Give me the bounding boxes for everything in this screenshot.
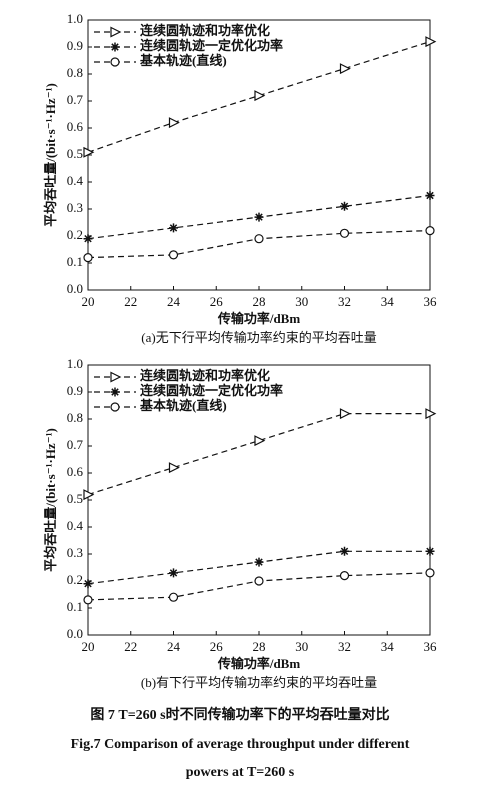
y-tick-label: 0.2 [67,572,83,587]
marker-circle [425,568,435,578]
marker-star [110,387,120,397]
x-tick-label: 32 [338,639,351,654]
x-tick-label: 28 [253,639,266,654]
legend-label: 连续圆轨迹和功率优化 [140,23,270,38]
legend-label: 连续圆轨迹一定优化功率 [140,38,283,53]
x-axis-label: 传输功率/dBm [217,311,301,326]
marker-triangle [168,117,180,129]
marker-star [169,223,178,233]
marker-triangle [339,63,351,75]
x-tick-label: 22 [124,294,137,309]
figure-caption-cn: 图 7 T=260 s时不同传输功率下的平均吞吐量对比 [90,706,389,723]
x-tick-label: 20 [82,294,95,309]
marker-circle [110,57,120,67]
legend-label: 基本轨迹(直线) [139,398,227,413]
marker-triangle [254,435,266,447]
y-tick-label: 0.9 [67,38,83,53]
y-tick-label: 1.0 [67,356,83,371]
marker-circle [110,402,120,412]
marker-circle [339,228,350,238]
marker-star [254,557,264,567]
x-tick-label: 24 [167,639,181,654]
x-tick-label: 26 [210,639,224,654]
marker-triangle [254,90,266,102]
figure-caption-en: Fig.7 Comparison of average throughput u… [71,737,410,752]
x-tick-label: 26 [210,294,224,309]
marker-star [425,546,435,556]
y-tick-label: 0.1 [67,254,83,269]
marker-triangle [168,462,180,474]
x-tick-label: 30 [295,639,308,654]
marker-circle [168,250,179,260]
marker-circle [254,234,264,244]
y-tick-label: 0.4 [67,173,84,188]
marker-circle [168,592,179,602]
x-tick-label: 20 [82,639,95,654]
y-tick-label: 0.5 [67,146,83,161]
x-tick-label: 36 [424,639,438,654]
marker-triangle [339,408,351,420]
marker-triangle [425,36,437,48]
x-tick-label: 36 [424,294,438,309]
marker-star [340,201,349,211]
marker-star [340,546,349,556]
marker-triangle [83,146,95,158]
chart-caption: (b)有下行平均传输功率约束的平均吞吐量 [141,675,377,690]
x-axis-label: 传输功率/dBm [217,656,301,671]
y-axis-label: 平均吞吐量/(bit·s⁻¹·Hz⁻¹) [43,428,58,572]
legend-label: 连续圆轨迹一定优化功率 [140,383,283,398]
marker-star [169,568,178,578]
y-tick-label: 0.6 [67,119,84,134]
marker-circle [254,576,264,586]
y-tick-label: 0.7 [67,92,84,107]
y-tick-label: 0.8 [67,410,83,425]
y-tick-label: 1.0 [67,11,83,26]
y-tick-label: 0.1 [67,599,83,614]
marker-circle [339,570,350,581]
marker-star [83,234,93,244]
marker-star [425,191,435,200]
marker-star [110,42,120,52]
x-tick-label: 30 [295,294,308,309]
marker-star [254,212,264,222]
marker-circle [83,595,93,605]
x-tick-label: 28 [253,294,266,309]
x-tick-label: 34 [381,294,395,309]
y-tick-label: 0.0 [67,626,83,641]
marker-circle [83,253,93,263]
series-line [87,413,430,496]
y-tick-label: 0.3 [67,200,83,215]
x-tick-label: 22 [124,639,137,654]
figure-caption-en: powers at T=260 s [186,765,295,780]
y-tick-label: 0.9 [67,383,83,398]
marker-star [83,579,93,589]
legend-label: 连续圆轨迹和功率优化 [140,368,270,383]
y-tick-label: 0.0 [67,281,83,296]
y-tick-label: 0.3 [67,545,83,560]
y-tick-label: 0.5 [67,491,83,506]
y-tick-label: 0.4 [67,518,84,533]
x-tick-label: 32 [338,294,351,309]
y-tick-label: 0.8 [67,65,83,80]
marker-triangle [83,489,95,501]
marker-triangle [425,408,437,420]
y-tick-label: 0.2 [67,227,83,242]
y-tick-label: 0.6 [67,464,84,479]
marker-circle [425,226,435,236]
x-tick-label: 24 [167,294,181,309]
legend-label: 基本轨迹(直线) [139,53,227,68]
marker-triangle [110,26,122,38]
y-tick-label: 0.7 [67,437,84,452]
x-tick-label: 34 [381,639,395,654]
chart-caption: (a)无下行平均传输功率约束的平均吞吐量 [141,330,376,345]
marker-triangle [110,371,122,383]
y-axis-label: 平均吞吐量/(bit·s⁻¹·Hz⁻¹) [43,83,58,227]
